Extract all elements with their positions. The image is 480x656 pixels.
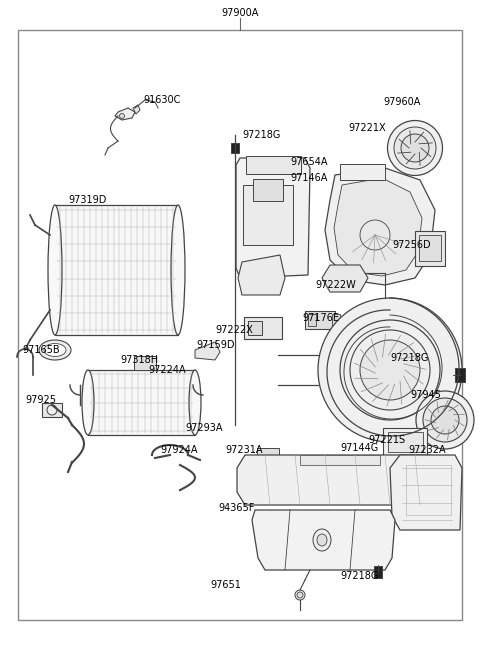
Polygon shape [325,168,435,285]
Ellipse shape [171,205,185,335]
Ellipse shape [297,592,303,598]
Ellipse shape [47,405,57,415]
Text: 97900A: 97900A [221,8,259,18]
Ellipse shape [423,398,467,442]
Text: 97256D: 97256D [392,240,431,250]
Polygon shape [133,105,140,114]
Bar [308,314,316,326]
Polygon shape [115,108,135,120]
Text: 97224A: 97224A [148,365,186,375]
Bar [248,321,262,335]
Text: 94365F: 94365F [218,503,254,513]
Ellipse shape [360,220,390,250]
Bar [305,311,335,329]
Ellipse shape [387,121,443,176]
Text: 97924A: 97924A [160,445,197,455]
Text: 97222X: 97222X [215,325,253,335]
Text: 97159D: 97159D [196,340,235,350]
Bar [415,230,445,266]
Bar [253,179,283,201]
Bar [419,235,441,261]
Polygon shape [334,178,422,276]
Bar [134,356,156,370]
Bar [55,205,178,335]
Text: 97146A: 97146A [290,173,327,183]
Ellipse shape [48,205,62,335]
Text: 97221X: 97221X [348,123,385,133]
Bar [42,403,62,417]
Bar [257,448,279,462]
Ellipse shape [120,113,124,119]
Bar [231,143,239,153]
Polygon shape [236,158,310,278]
Ellipse shape [313,529,331,551]
Polygon shape [237,455,438,505]
Ellipse shape [360,340,420,400]
Polygon shape [390,455,462,530]
Ellipse shape [394,127,436,169]
Bar [374,566,382,578]
Bar [455,368,465,382]
Polygon shape [195,342,220,360]
Ellipse shape [44,344,66,356]
Ellipse shape [317,534,327,546]
Text: 97319D: 97319D [68,195,107,205]
Polygon shape [252,510,395,570]
Bar [243,185,293,245]
Bar [300,455,380,465]
Text: 91630C: 91630C [143,95,180,105]
Bar [339,164,384,180]
Text: 97165B: 97165B [22,345,60,355]
Text: 97176E: 97176E [302,313,339,323]
Text: 97293A: 97293A [185,423,223,433]
Text: 97231A: 97231A [225,445,263,455]
Ellipse shape [295,590,305,600]
Text: 97651: 97651 [210,580,241,590]
Ellipse shape [82,370,94,435]
Ellipse shape [189,370,201,435]
Bar [245,156,300,174]
Text: 97218G: 97218G [242,130,280,140]
Text: 97221S: 97221S [368,435,405,445]
Ellipse shape [350,330,430,410]
Bar [255,267,280,277]
Text: 97218G: 97218G [390,353,428,363]
Text: 97318H: 97318H [120,355,158,365]
Text: 97232A: 97232A [408,445,445,455]
Text: 97925: 97925 [25,395,56,405]
Polygon shape [322,265,368,292]
Ellipse shape [318,298,462,442]
Polygon shape [238,255,285,295]
Bar [18,30,462,620]
Bar [332,314,340,326]
Ellipse shape [401,134,429,162]
Text: 97960A: 97960A [383,97,420,107]
Bar [244,317,282,339]
Bar [387,432,422,452]
Ellipse shape [39,340,71,360]
Text: 97945: 97945 [410,390,441,400]
Text: 97144G: 97144G [340,443,378,453]
Bar [406,465,451,515]
Text: 97654A: 97654A [290,157,327,167]
Bar [383,428,427,456]
Ellipse shape [416,391,474,449]
Ellipse shape [431,406,459,434]
Text: 97222W: 97222W [315,280,356,290]
Bar [88,370,195,435]
Text: 97218G: 97218G [340,571,378,581]
